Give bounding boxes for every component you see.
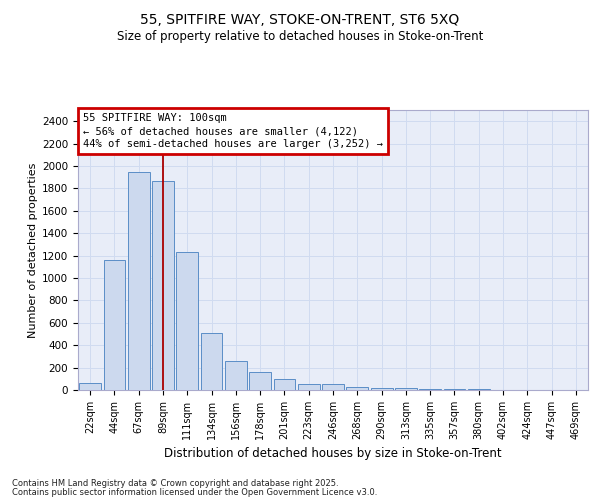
Bar	[104, 260, 125, 390]
Text: 55, SPITFIRE WAY, STOKE-ON-TRENT, ST6 5XQ: 55, SPITFIRE WAY, STOKE-ON-TRENT, ST6 5X…	[140, 12, 460, 26]
Bar	[249, 372, 271, 390]
Bar	[371, 388, 392, 390]
X-axis label: Distribution of detached houses by size in Stoke-on-Trent: Distribution of detached houses by size …	[164, 448, 502, 460]
Bar	[176, 252, 198, 390]
Bar	[128, 172, 149, 390]
Text: Contains HM Land Registry data © Crown copyright and database right 2025.: Contains HM Land Registry data © Crown c…	[12, 478, 338, 488]
Y-axis label: Number of detached properties: Number of detached properties	[28, 162, 38, 338]
Text: Contains public sector information licensed under the Open Government Licence v3: Contains public sector information licen…	[12, 488, 377, 497]
Bar	[79, 384, 101, 390]
Bar	[322, 384, 344, 390]
Bar	[152, 180, 174, 390]
Bar	[346, 386, 368, 390]
Bar	[274, 379, 295, 390]
Bar	[395, 388, 417, 390]
Bar	[200, 333, 223, 390]
Text: 55 SPITFIRE WAY: 100sqm
← 56% of detached houses are smaller (4,122)
44% of semi: 55 SPITFIRE WAY: 100sqm ← 56% of detache…	[83, 113, 383, 149]
Bar	[225, 361, 247, 390]
Bar	[298, 384, 320, 390]
Text: Size of property relative to detached houses in Stoke-on-Trent: Size of property relative to detached ho…	[117, 30, 483, 43]
